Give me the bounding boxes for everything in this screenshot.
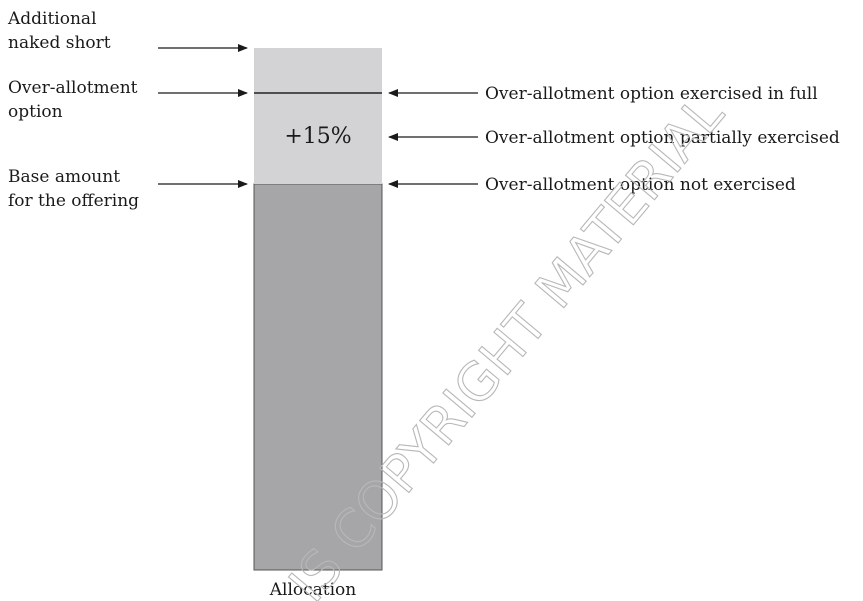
not-exercised-label: Over-allotment option not exercised (485, 175, 796, 195)
over-allotment-label-line2: option (8, 102, 63, 122)
base-amount-label-line2: for the offering (8, 191, 139, 211)
allocation-axis-label: Allocation (269, 580, 357, 600)
over-allotment-label-line1: Over-allotment (8, 78, 138, 98)
naked-short-label-line1: Additional (7, 9, 97, 29)
partially-exercised-label: Over-allotment option partially exercise… (485, 128, 840, 148)
exercised-full-label: Over-allotment option exercised in full (485, 84, 818, 104)
percent-label: +15% (284, 124, 351, 149)
base-amount-label-line1: Base amount (8, 167, 120, 187)
naked-short-label-line2: naked short (8, 33, 111, 53)
over-allotment-bar (254, 48, 382, 184)
base-amount-bar (253, 183, 383, 571)
